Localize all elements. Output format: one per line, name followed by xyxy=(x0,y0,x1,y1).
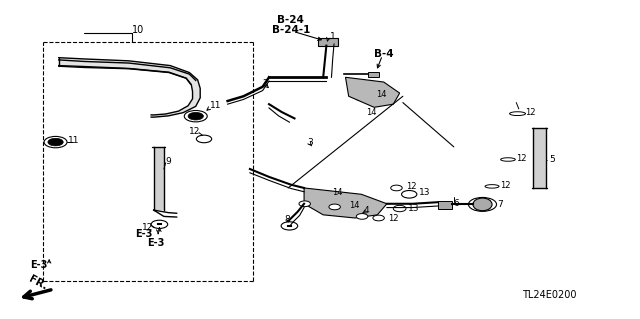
Text: 4: 4 xyxy=(364,206,369,215)
Circle shape xyxy=(356,214,368,219)
Circle shape xyxy=(299,201,310,207)
Text: 12: 12 xyxy=(525,108,536,117)
Text: 14: 14 xyxy=(366,108,376,117)
Polygon shape xyxy=(304,188,387,218)
Ellipse shape xyxy=(509,112,525,115)
Text: TL24E0200: TL24E0200 xyxy=(522,291,577,300)
Polygon shape xyxy=(59,58,200,117)
Circle shape xyxy=(329,204,340,210)
Text: 11: 11 xyxy=(211,100,222,110)
Polygon shape xyxy=(154,147,164,210)
Circle shape xyxy=(48,138,63,146)
Text: E-3: E-3 xyxy=(30,260,47,271)
Text: 13: 13 xyxy=(419,188,430,197)
Text: 5: 5 xyxy=(549,155,555,164)
Text: 3: 3 xyxy=(307,137,313,147)
Circle shape xyxy=(196,135,212,143)
Text: E-3: E-3 xyxy=(135,229,152,239)
Text: 10: 10 xyxy=(132,25,144,35)
Circle shape xyxy=(151,220,168,228)
Text: 14: 14 xyxy=(376,90,387,99)
Text: 14: 14 xyxy=(349,201,359,210)
Text: 12: 12 xyxy=(500,181,510,190)
Circle shape xyxy=(188,112,204,120)
Circle shape xyxy=(394,205,406,212)
Circle shape xyxy=(356,95,367,101)
Text: 12: 12 xyxy=(406,182,417,191)
Circle shape xyxy=(391,185,402,191)
Circle shape xyxy=(349,87,361,93)
Ellipse shape xyxy=(485,185,499,188)
Circle shape xyxy=(44,137,67,148)
Bar xyxy=(318,38,339,46)
Ellipse shape xyxy=(500,158,515,161)
Polygon shape xyxy=(534,128,546,188)
Polygon shape xyxy=(346,77,399,107)
Text: 12: 12 xyxy=(189,127,201,136)
Ellipse shape xyxy=(473,198,492,211)
Text: 6: 6 xyxy=(454,199,460,208)
Text: 7: 7 xyxy=(497,200,503,209)
Text: 12: 12 xyxy=(388,213,399,222)
Text: 8: 8 xyxy=(284,215,290,224)
Bar xyxy=(368,71,380,77)
Text: B-4: B-4 xyxy=(374,48,394,59)
Text: 14: 14 xyxy=(332,188,342,197)
Circle shape xyxy=(401,190,417,198)
Text: 13: 13 xyxy=(408,204,419,213)
Text: 12: 12 xyxy=(516,154,526,163)
Bar xyxy=(438,201,452,209)
Text: 12: 12 xyxy=(141,223,153,232)
Circle shape xyxy=(281,222,298,230)
Text: B-24-1: B-24-1 xyxy=(272,25,310,35)
Text: 1: 1 xyxy=(330,32,336,41)
Text: B-24: B-24 xyxy=(277,15,304,26)
Circle shape xyxy=(184,110,207,122)
Text: 9: 9 xyxy=(166,157,172,166)
Text: FR.: FR. xyxy=(28,274,49,292)
Text: E-3: E-3 xyxy=(147,238,164,248)
Text: 2: 2 xyxy=(262,79,268,88)
Circle shape xyxy=(373,215,385,221)
Text: 11: 11 xyxy=(68,136,80,145)
